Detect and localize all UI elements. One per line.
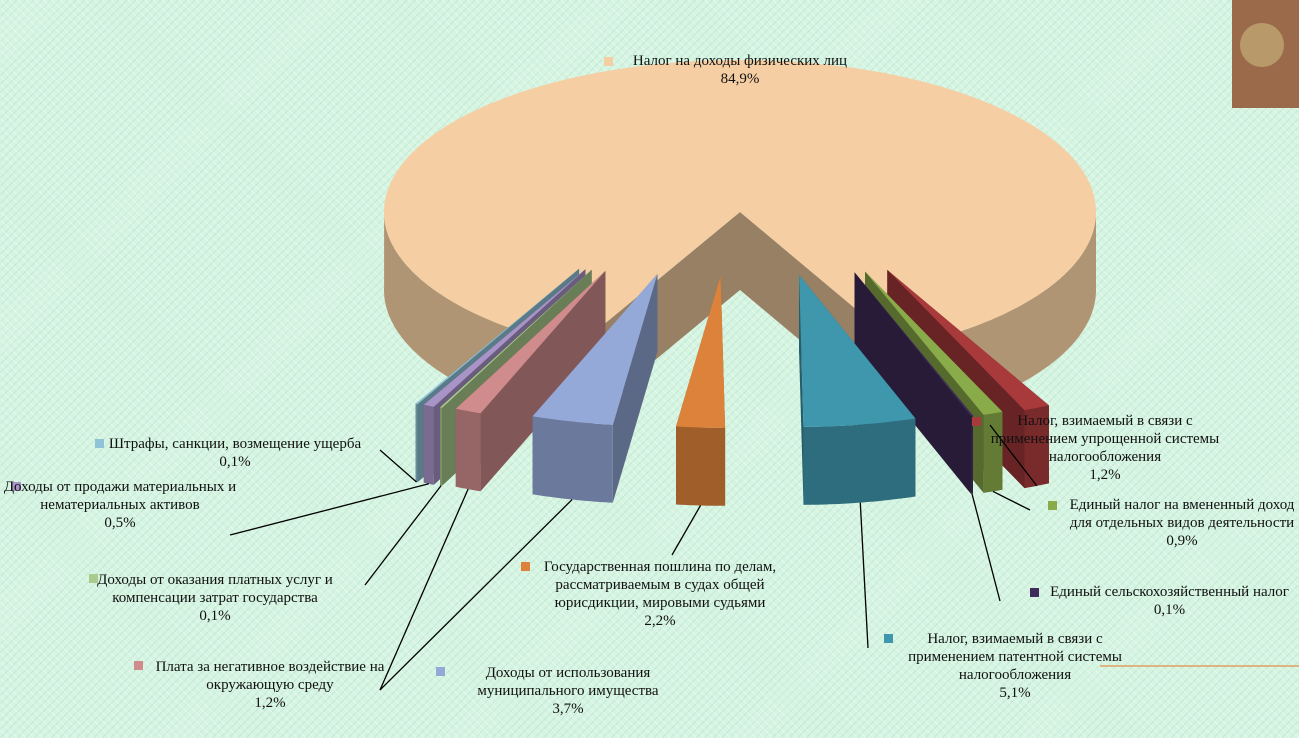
- category-label: Доходы от использования муниципального и…: [477, 665, 659, 699]
- value-label: 0,5%: [104, 515, 136, 531]
- corner-image-coin: [1240, 23, 1284, 67]
- data-label: Налог на доходы физических лиц 84,9%: [610, 52, 870, 88]
- slice-wall: [799, 274, 804, 505]
- data-label: Налог, взимаемый в связи с применением п…: [895, 630, 1135, 702]
- slice-top: [440, 269, 592, 408]
- category-label: Единый налог на вмененный доход для отде…: [1069, 497, 1295, 531]
- slice-wall: [854, 272, 971, 494]
- legend-marker: [1030, 588, 1039, 597]
- category-label: Налог на доходы физических лиц: [632, 53, 848, 69]
- value-label: 0,1%: [1153, 602, 1186, 618]
- leader-line: [989, 424, 1038, 487]
- value-label: 84,9%: [720, 71, 760, 87]
- category-label: Единый сельскохозяйственный налог: [1050, 584, 1289, 600]
- slice-side: [983, 411, 1003, 493]
- slice-side: [970, 415, 973, 494]
- slice: [799, 274, 916, 505]
- leader-line: [859, 502, 869, 649]
- leader-line: [671, 505, 702, 556]
- data-label: Штрафы, санкции, возмещение ущерба 0,1%: [90, 435, 380, 471]
- legend-marker: [604, 57, 613, 66]
- data-label: Единый сельскохозяйственный налог 0,1%: [1040, 583, 1299, 619]
- legend-marker: [1048, 501, 1057, 510]
- category-label: Штрафы, санкции, возмещение ущерба: [108, 436, 362, 452]
- slice-top: [532, 274, 658, 425]
- value-label: 1,2%: [1089, 467, 1121, 483]
- legend-marker: [884, 634, 893, 643]
- category-label: Налог, взимаемый в связи с применением п…: [908, 631, 1122, 683]
- leader-line: [379, 449, 417, 483]
- slice-top: [854, 272, 973, 416]
- data-label: Налог, взимаемый в связи с применением у…: [990, 412, 1220, 484]
- value-label: 5,1%: [999, 685, 1031, 701]
- category-label: Доходы от оказания платных услуг и компе…: [97, 572, 333, 606]
- slice-side: [415, 403, 418, 483]
- data-label: Доходы от оказания платных услуг и компе…: [80, 571, 350, 625]
- leader-line: [364, 485, 442, 586]
- data-label: Доходы от использования муниципального и…: [448, 664, 688, 718]
- slice-wall: [455, 270, 606, 487]
- data-label: Государственная пошлина по делам, рассма…: [530, 558, 790, 630]
- value-label: 0,9%: [1166, 533, 1198, 549]
- data-label: Доходы от продажи материальных и нематер…: [0, 478, 240, 532]
- legend-marker: [436, 667, 445, 676]
- slice-top: [423, 269, 586, 407]
- slice: [676, 275, 726, 506]
- data-label: Единый налог на вмененный доход для отде…: [1065, 496, 1299, 550]
- value-label: 0,1%: [199, 608, 231, 624]
- legend-marker: [12, 482, 21, 491]
- legend-marker: [89, 574, 98, 583]
- legend-marker: [521, 562, 530, 571]
- legend-marker: [134, 661, 143, 670]
- category-label: Доходы от продажи материальных и нематер…: [3, 479, 237, 513]
- legend-marker: [972, 417, 981, 426]
- value-label: 2,2%: [644, 613, 676, 629]
- slice-top: [415, 268, 580, 405]
- slice-side: [532, 416, 613, 503]
- value-label: 0,1%: [219, 454, 251, 470]
- category-label: Налог, взимаемый в связи с применением у…: [990, 413, 1220, 465]
- slice-top: [455, 270, 606, 414]
- slice-top: [384, 60, 1096, 348]
- slice-side: [455, 408, 481, 492]
- slice: [455, 270, 606, 492]
- leader-line: [992, 490, 1031, 511]
- leader-line: [229, 483, 429, 536]
- category-label: Государственная пошлина по делам, рассма…: [543, 559, 777, 611]
- slice-top: [799, 274, 916, 427]
- slice: [854, 272, 973, 494]
- slice-side: [803, 418, 916, 505]
- value-label: 1,2%: [254, 695, 286, 711]
- data-label: Плата за негативное воздействие на окруж…: [150, 658, 390, 712]
- leader-line: [379, 499, 573, 691]
- category-label: Плата за негативное воздействие на окруж…: [155, 659, 385, 693]
- value-label: 3,7%: [552, 701, 584, 717]
- slice-top: [865, 271, 1003, 415]
- legend-marker: [95, 439, 104, 448]
- slice-top: [676, 275, 726, 428]
- slice-side: [676, 426, 726, 506]
- leader-line: [971, 493, 1001, 602]
- slice: [532, 274, 658, 503]
- slice-top: [887, 269, 1049, 411]
- slice-side: [423, 404, 434, 485]
- leader-line: [379, 488, 469, 691]
- slice-side: [440, 407, 443, 486]
- slice-side: [1024, 405, 1049, 489]
